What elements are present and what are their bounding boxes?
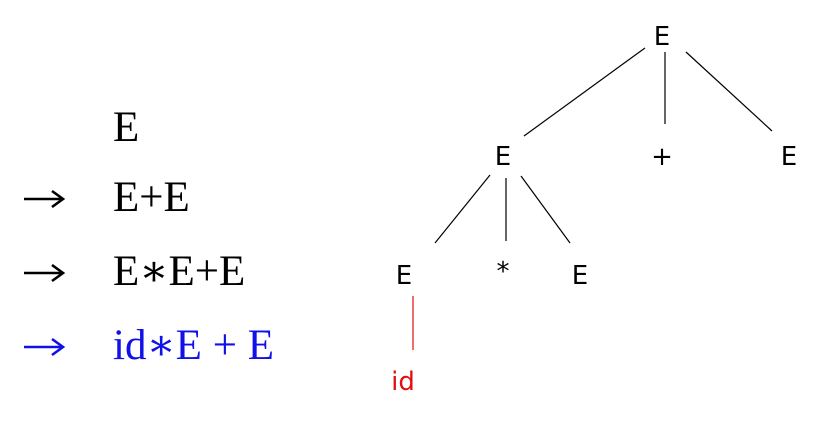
- tree-node-root: E: [654, 22, 670, 52]
- tree-node-right-e: E: [781, 142, 797, 172]
- derivation-sentence: E: [113, 104, 140, 151]
- tree-node-left-e: E: [495, 142, 511, 172]
- tree-node-star: *: [497, 257, 510, 287]
- tree-edge-root-left: [523, 47, 646, 137]
- tree-node-plus: +: [651, 142, 673, 172]
- tree-edge-left-ll: [434, 174, 491, 244]
- tree-node-lr-e: E: [572, 261, 588, 291]
- tree-edge-root-right: [685, 51, 773, 132]
- derivation-sentence: E∗E+E: [113, 248, 246, 295]
- tree-node-id: id: [391, 367, 415, 397]
- derivation-sentence-current: id∗E + E: [113, 322, 274, 369]
- tree-edges: [412, 47, 773, 350]
- tree-nodes: E E + E E * E id: [391, 22, 797, 397]
- derivation-step-3: id∗E + E: [0, 322, 420, 382]
- tree-node-ll-e: E: [396, 261, 412, 291]
- derivation-sentence: E+E: [113, 174, 190, 221]
- derives-arrow-icon: [24, 263, 66, 283]
- derivation-step-0: E: [0, 104, 420, 164]
- derives-arrow-icon: [24, 189, 66, 209]
- tree-edge-left-lr: [520, 175, 571, 244]
- derivation-step-2: E∗E+E: [0, 248, 420, 308]
- derivation-step-1: E+E: [0, 174, 420, 234]
- derives-arrow-icon: [24, 337, 66, 357]
